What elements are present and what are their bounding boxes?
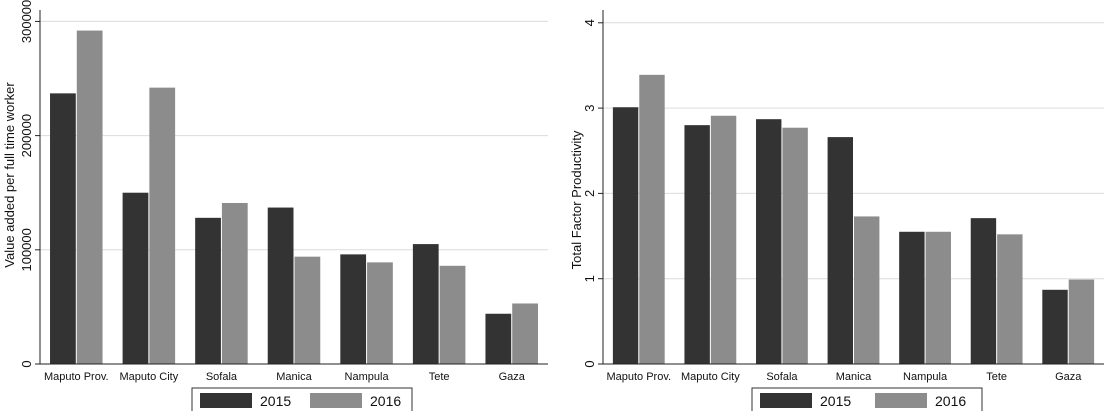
y-axis-label: Value added per full time worker xyxy=(2,82,17,268)
y-tick-label: 0 xyxy=(582,360,597,367)
x-tick-label: Nampula xyxy=(903,371,948,383)
y-tick-label: 3 xyxy=(582,104,597,111)
bar-2016-tete xyxy=(997,234,1023,364)
x-tick-label: Manica xyxy=(276,371,312,383)
y-tick-label: 0 xyxy=(19,360,34,367)
x-tick-label: Maputo City xyxy=(120,371,179,383)
legend-swatch-2015 xyxy=(200,393,252,408)
x-tick-label: Tete xyxy=(429,371,450,383)
x-tick-label: Tete xyxy=(986,371,1007,383)
legend: 2015 2016 xyxy=(751,387,983,411)
y-axis-label: Total Factor Productivity xyxy=(569,130,584,269)
legend-label-2015: 2015 xyxy=(820,393,851,409)
bar-2015-maputo-city xyxy=(684,125,710,365)
bar-2016-gaza xyxy=(1068,279,1095,364)
bar-2015-nampula xyxy=(340,254,367,364)
bar-2015-maputo-prov- xyxy=(50,93,76,364)
y-tick-label: 2 xyxy=(582,190,597,197)
bar-2016-nampula xyxy=(925,231,951,364)
bar-2016-sofala xyxy=(221,202,248,364)
chart-panel-2: Maputo Prov. Maputo City Sofala Manica Nampu… xyxy=(569,10,1104,411)
bar-2015-maputo-city xyxy=(122,192,149,364)
x-tick-label: Sofala xyxy=(206,371,238,383)
legend: 2015 2016 xyxy=(191,387,413,411)
x-tick-label: Nampula xyxy=(345,371,390,383)
legend-swatch-2016 xyxy=(875,393,927,408)
legend-label-2016: 2016 xyxy=(370,393,401,409)
x-tick-label: Gaza xyxy=(1055,371,1082,383)
legend-swatch-2016 xyxy=(310,393,362,408)
bar-2016-sofala xyxy=(782,127,808,364)
y-tick-label: 200000 xyxy=(19,114,34,157)
legend-label-2016: 2016 xyxy=(935,393,966,409)
y-tick-label: 100000 xyxy=(19,228,34,271)
bar-2015-manica xyxy=(267,207,294,364)
bar-2015-nampula xyxy=(899,231,925,364)
legend-label-2015: 2015 xyxy=(260,393,291,409)
bar-2016-nampula xyxy=(367,262,393,364)
x-tick-label: Gaza xyxy=(499,371,526,383)
bar-2015-tete xyxy=(412,244,439,364)
x-tick-label: Manica xyxy=(836,371,872,383)
bar-2016-maputo-city xyxy=(149,87,176,364)
x-tick-label: Maputo City xyxy=(681,371,740,383)
x-tick-label: Maputo Prov. xyxy=(606,371,671,383)
bar-2015-maputo-prov- xyxy=(612,107,639,364)
bar-2015-manica xyxy=(827,137,853,364)
legend-swatch-2015 xyxy=(760,393,812,408)
bar-2016-maputo-prov- xyxy=(639,74,665,364)
x-tick-label: Sofala xyxy=(766,371,798,383)
bar-2016-manica xyxy=(854,216,880,364)
y-tick-label: 1 xyxy=(582,275,597,282)
x-tick-label: Maputo Prov. xyxy=(44,371,109,383)
chart-panel-1: Maputo Prov. Maputo City Sofala Manica Nampu… xyxy=(2,0,548,411)
y-tick-label: 300000 xyxy=(19,0,34,43)
y-tick-label: 4 xyxy=(582,19,597,26)
bar-2015-gaza xyxy=(1042,289,1068,364)
bar-2016-maputo-city xyxy=(710,115,737,364)
bar-2016-tete xyxy=(439,265,466,364)
bar-2015-sofala xyxy=(195,217,221,364)
bar-2015-sofala xyxy=(756,119,782,364)
bar-2016-manica xyxy=(294,256,321,364)
bar-2015-tete xyxy=(970,218,997,364)
bar-2016-maputo-prov- xyxy=(76,30,103,364)
bar-2015-gaza xyxy=(485,313,512,364)
bar-2016-gaza xyxy=(512,303,538,364)
